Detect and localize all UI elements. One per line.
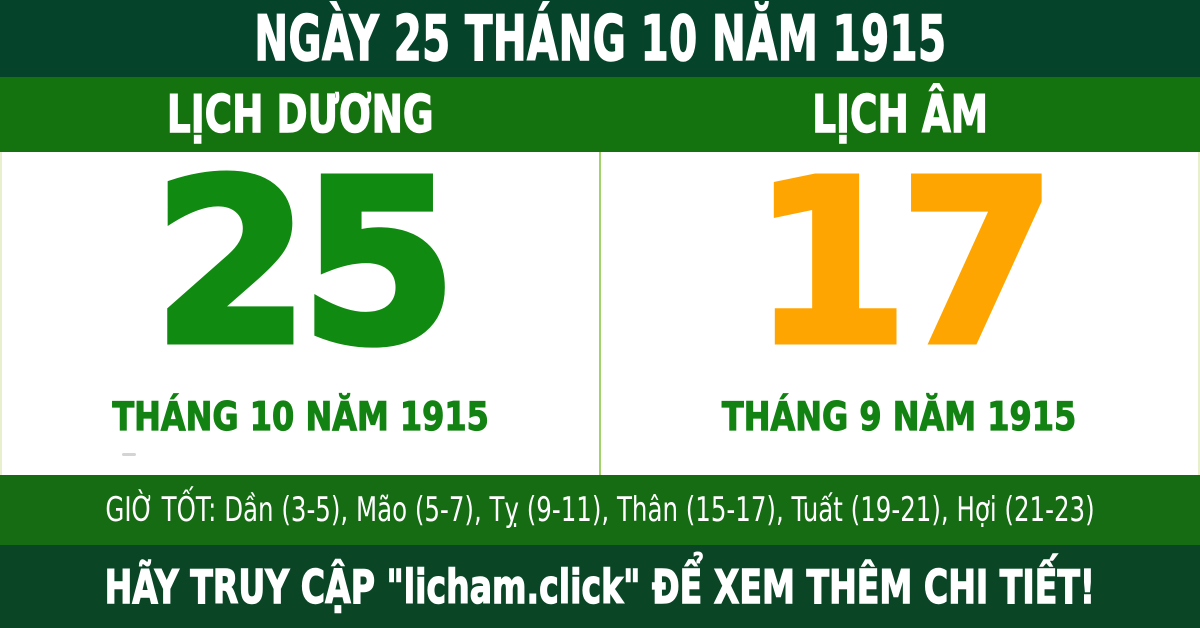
column-divider — [599, 152, 601, 475]
solar-heading: LỊCH DƯƠNG — [166, 84, 434, 145]
good-hours-bar: GIỜ TỐT: Dần (3-5), Mão (5-7), Tỵ (9-11)… — [0, 475, 1200, 545]
lunar-month-year: THÁNG 9 NĂM 1915 — [722, 394, 1077, 440]
footer-cta-text: HÃY TRUY CẬP "licham.click" ĐỂ XEM THÊM … — [104, 559, 1096, 614]
lunar-column: 17 THÁNG 9 NĂM 1915 — [601, 133, 1198, 475]
solar-column: 25 THÁNG 10 NĂM 1915 — [2, 133, 599, 475]
solar-day-number: 25 — [149, 133, 460, 395]
lunar-heading: LỊCH ÂM — [812, 84, 989, 145]
footer-bar: HÃY TRUY CẬP "licham.click" ĐỂ XEM THÊM … — [0, 545, 1200, 628]
calendar-panel: 25 THÁNG 10 NĂM 1915 17 THÁNG 9 NĂM 1915 — [0, 133, 1200, 475]
page-title: NGÀY 25 THÁNG 10 NĂM 1915 — [253, 1, 947, 76]
lunar-heading-cell: LỊCH ÂM — [600, 77, 1200, 152]
solar-heading-cell: LỊCH DƯƠNG — [0, 77, 600, 152]
calendar-type-bar: LỊCH DƯƠNG LỊCH ÂM — [0, 77, 1200, 152]
lunar-day-number: 17 — [748, 133, 1059, 395]
good-hours-text: GIỜ TỐT: Dần (3-5), Mão (5-7), Tỵ (9-11)… — [105, 490, 1095, 530]
stray-mark — [122, 453, 136, 456]
solar-month-year: THÁNG 10 NĂM 1915 — [112, 394, 490, 440]
header-bar: NGÀY 25 THÁNG 10 NĂM 1915 — [0, 0, 1200, 77]
